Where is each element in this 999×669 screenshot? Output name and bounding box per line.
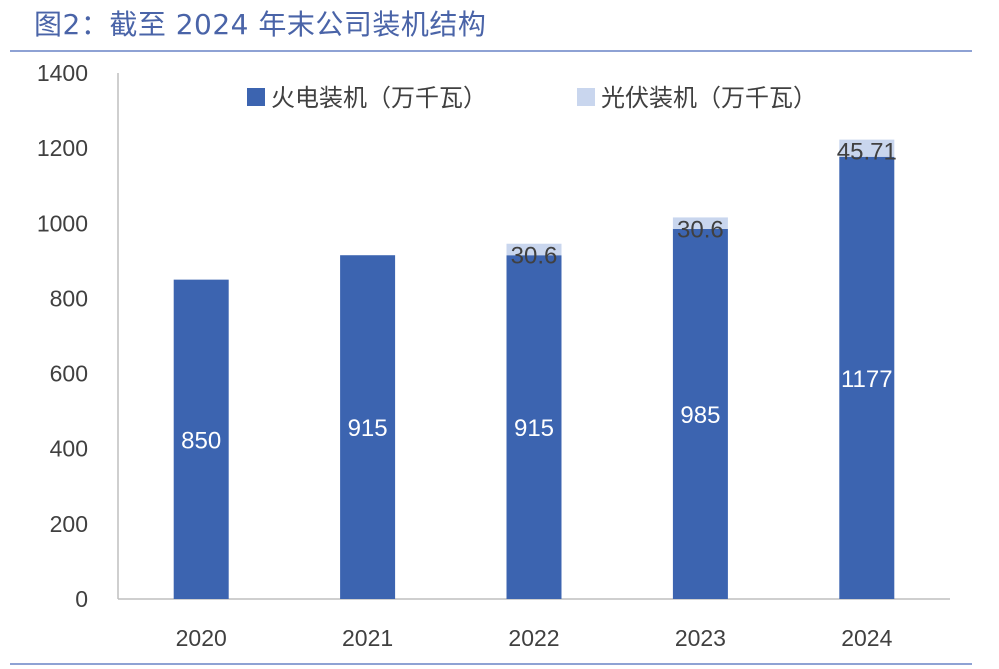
bar-thermal xyxy=(173,279,229,599)
y-axis: 0 200 400 600 800 1000 1200 1400 xyxy=(37,60,119,612)
x-tick-label: 2024 xyxy=(841,625,892,651)
bars: 850 915 915 30.6 985 30.6 1177 45.71 xyxy=(173,139,897,599)
data-label-thermal: 915 xyxy=(348,415,388,442)
y-tick-label: 600 xyxy=(50,361,88,387)
legend: 火电装机（万千瓦） 光伏装机（万千瓦） xyxy=(247,84,817,112)
legend-item-thermal-swatch xyxy=(247,88,265,106)
data-label-solar: 30.6 xyxy=(511,243,558,270)
figure-title: 图2：截至 2024 年末公司装机结构 xyxy=(34,8,487,41)
legend-item-thermal-label: 火电装机（万千瓦） xyxy=(271,84,487,112)
legend-item-solar-swatch xyxy=(577,88,595,106)
bottom-rule xyxy=(10,663,972,665)
title-rule xyxy=(10,50,972,52)
data-label-solar: 45.71 xyxy=(837,139,897,166)
bar-solar xyxy=(839,139,895,157)
y-tick-label: 1000 xyxy=(37,210,88,236)
legend-item-solar-label: 光伏装机（万千瓦） xyxy=(601,84,817,112)
bar-solar xyxy=(672,217,728,229)
x-tick-label: 2022 xyxy=(508,625,559,651)
data-label-thermal: 985 xyxy=(680,402,720,429)
y-tick-label: 1400 xyxy=(37,60,88,86)
data-label-thermal: 915 xyxy=(514,415,554,442)
data-label-solar: 30.6 xyxy=(677,216,724,243)
bar-thermal xyxy=(672,228,728,599)
bar-thermal xyxy=(506,255,562,599)
x-axis: 2020 2021 2022 2023 2024 xyxy=(118,598,950,651)
y-tick-label: 200 xyxy=(50,511,88,537)
x-tick-label: 2020 xyxy=(176,625,227,651)
y-tick-label: 1200 xyxy=(37,135,88,161)
bar-solar xyxy=(506,243,562,256)
x-tick-label: 2023 xyxy=(675,625,726,651)
data-label-thermal: 850 xyxy=(181,427,221,454)
y-tick-label: 400 xyxy=(50,436,88,462)
x-tick-label: 2021 xyxy=(342,625,393,651)
bar-thermal xyxy=(839,156,895,599)
data-label-thermal: 1177 xyxy=(841,366,893,393)
y-tick-label: 0 xyxy=(75,586,88,612)
y-tick-label: 800 xyxy=(50,285,88,311)
bar-thermal xyxy=(340,255,396,599)
